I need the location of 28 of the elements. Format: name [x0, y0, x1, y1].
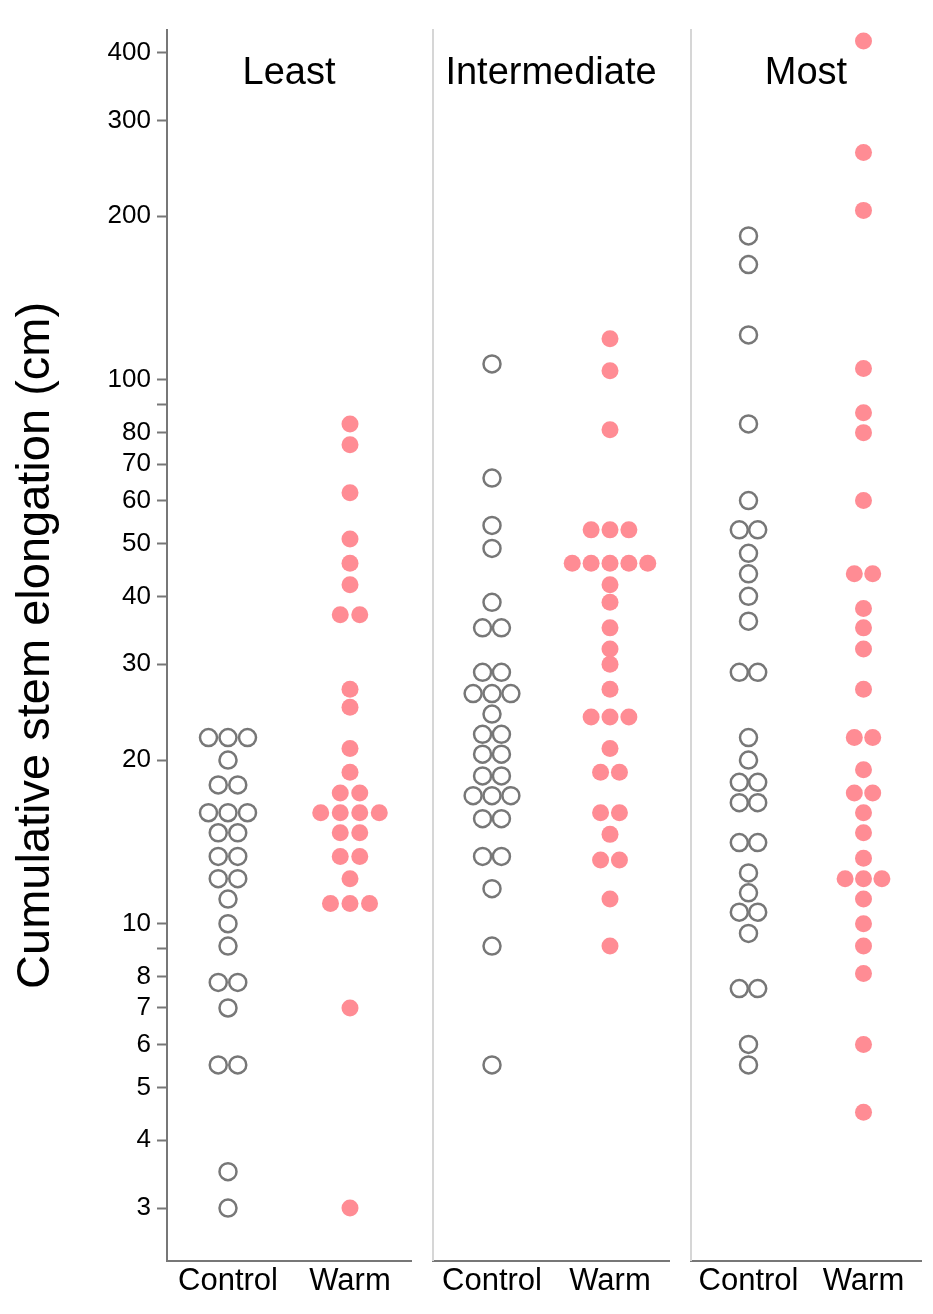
- y-tick-label: 40: [122, 579, 151, 610]
- y-tick-label: 50: [122, 526, 151, 557]
- y-tick-label: 70: [122, 447, 151, 478]
- y-tick-label: 10: [122, 906, 151, 937]
- y-tick-label: 80: [122, 415, 151, 446]
- y-tick-label: 4: [136, 1123, 151, 1154]
- y-tick-label: 60: [122, 483, 151, 514]
- y-tick-label: 5: [136, 1070, 151, 1101]
- y-tick-label: 20: [122, 743, 151, 774]
- y-tick-label: 400: [107, 35, 151, 66]
- text: Least: [242, 50, 336, 93]
- y-tick-label: 3: [136, 1191, 151, 1222]
- x-tick-label: Warm: [569, 1261, 651, 1297]
- y-tick-label: 8: [136, 959, 151, 990]
- text: Intermediate: [445, 50, 657, 93]
- x-tick-label: Warm: [309, 1261, 391, 1297]
- y-axis-title: Cumulative stem elongation (cm): [6, 301, 60, 989]
- y-tick-label: 30: [122, 647, 151, 678]
- x-tick-label: Control: [698, 1261, 799, 1297]
- x-tick-label: Control: [442, 1261, 542, 1297]
- x-tick-label: Warm: [822, 1261, 905, 1297]
- x-tick-label: Control: [178, 1261, 278, 1297]
- y-tick-label: 200: [107, 199, 151, 230]
- y-tick-label: 100: [107, 363, 151, 394]
- y-tick-label: 300: [107, 103, 151, 134]
- y-tick-label: 6: [136, 1027, 151, 1058]
- y-tick-label: 7: [136, 991, 151, 1022]
- text: Most: [764, 50, 848, 93]
